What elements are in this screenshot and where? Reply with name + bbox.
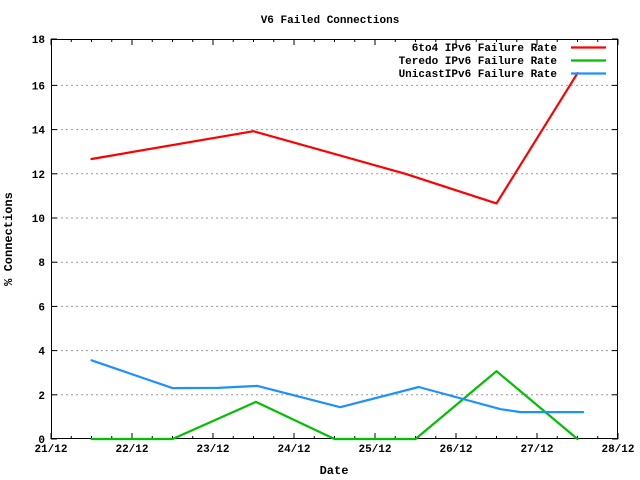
- svg-text:24/12: 24/12: [277, 444, 310, 456]
- svg-text:6to4 IPv6 Failure Rate: 6to4 IPv6 Failure Rate: [412, 43, 558, 55]
- svg-text:UnicastIPv6 Failure Rate: UnicastIPv6 Failure Rate: [399, 69, 558, 81]
- svg-text:4: 4: [38, 347, 45, 359]
- svg-text:8: 8: [38, 258, 45, 270]
- svg-text:27/12: 27/12: [520, 444, 553, 456]
- svg-text:Date: Date: [320, 464, 349, 478]
- svg-text:22/12: 22/12: [115, 444, 148, 456]
- svg-text:14: 14: [32, 126, 46, 138]
- svg-text:2: 2: [38, 391, 45, 403]
- svg-text:% Connections: % Connections: [2, 192, 16, 286]
- svg-text:10: 10: [32, 214, 45, 226]
- svg-text:23/12: 23/12: [196, 444, 229, 456]
- svg-text:6: 6: [38, 302, 45, 314]
- svg-text:12: 12: [32, 170, 45, 182]
- svg-text:26/12: 26/12: [439, 444, 472, 456]
- svg-text:28/12: 28/12: [601, 444, 634, 456]
- svg-text:V6 Failed Connections: V6 Failed Connections: [261, 15, 400, 27]
- svg-text:18: 18: [32, 35, 46, 47]
- svg-text:Teredo IPv6 Failure Rate: Teredo IPv6 Failure Rate: [399, 56, 558, 68]
- svg-text:16: 16: [32, 81, 45, 93]
- svg-text:25/12: 25/12: [358, 444, 391, 456]
- svg-text:21/12: 21/12: [34, 444, 67, 456]
